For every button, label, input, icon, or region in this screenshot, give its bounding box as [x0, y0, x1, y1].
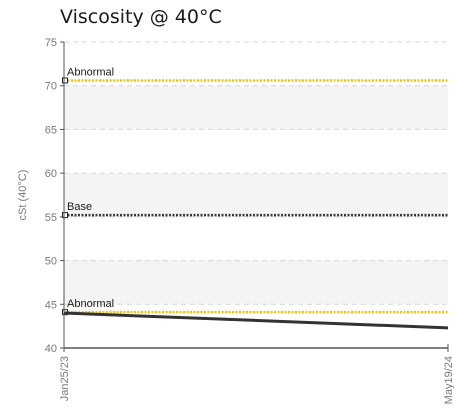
grid-band — [64, 173, 448, 217]
grid-band — [64, 85, 448, 130]
reference-marker — [62, 77, 68, 84]
y-tick-label: 55 — [45, 212, 57, 224]
reference-lines — [62, 77, 448, 316]
y-tick-label: 60 — [45, 168, 57, 180]
y-tick-label: 70 — [45, 81, 57, 93]
x-tick-label: May19/24 — [443, 356, 454, 404]
grid-band — [64, 260, 448, 305]
y-tick-label: 40 — [45, 343, 57, 355]
y-tick-label: 50 — [45, 256, 57, 268]
y-axis-title: cSt (40°C) — [17, 170, 29, 221]
chart-labels: 40 45 50 55 60 65 70 75 Abnormal Base Abnormal Jan2… — [17, 37, 454, 404]
reference-label: Abnormal — [67, 66, 114, 78]
series-lines — [63, 311, 449, 330]
reference-label: Abnormal — [67, 298, 114, 310]
reference-label: Base — [67, 201, 92, 213]
chart-title: Viscosity @ 40°C — [60, 6, 222, 28]
y-tick-label: 45 — [45, 299, 57, 311]
x-tick-label: Jan25/23 — [59, 356, 71, 401]
chart-bands — [64, 85, 448, 305]
y-tick-label: 75 — [45, 37, 57, 49]
chart-axes — [60, 41, 449, 352]
reference-marker — [62, 212, 68, 219]
y-tick-label: 65 — [45, 124, 57, 136]
series-line — [63, 311, 449, 330]
